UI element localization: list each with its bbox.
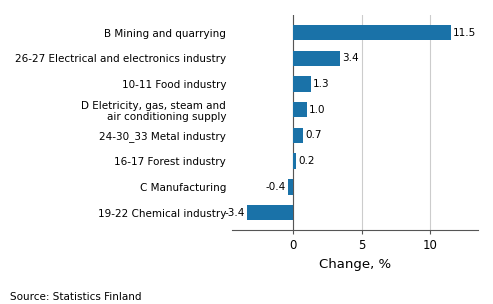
Text: Source: Statistics Finland: Source: Statistics Finland <box>10 292 141 302</box>
Text: 11.5: 11.5 <box>453 27 476 37</box>
Bar <box>293 102 307 117</box>
Text: -3.4: -3.4 <box>224 208 245 218</box>
Bar <box>293 25 451 40</box>
Bar <box>246 205 293 220</box>
Bar <box>293 76 311 92</box>
Bar <box>293 128 303 143</box>
Text: -0.4: -0.4 <box>266 182 286 192</box>
Bar <box>293 154 296 169</box>
Text: 0.7: 0.7 <box>305 130 321 140</box>
Text: 1.0: 1.0 <box>309 105 325 115</box>
X-axis label: Change, %: Change, % <box>319 258 391 271</box>
Bar <box>293 50 340 66</box>
Text: 1.3: 1.3 <box>313 79 330 89</box>
Text: 3.4: 3.4 <box>342 53 358 63</box>
Text: 0.2: 0.2 <box>298 156 315 166</box>
Bar <box>288 179 293 195</box>
